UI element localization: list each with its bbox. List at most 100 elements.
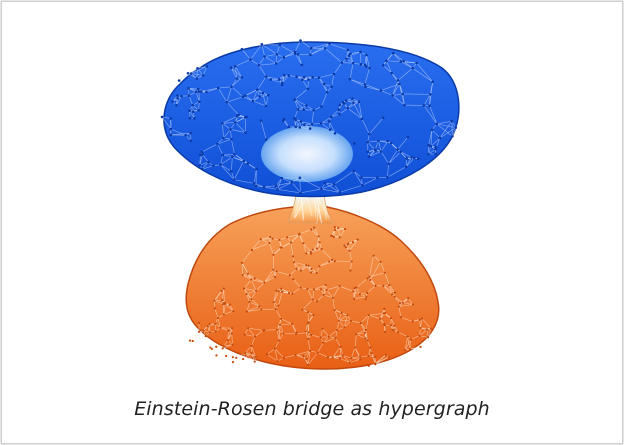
mesh-node bbox=[171, 100, 174, 103]
mesh-node bbox=[222, 302, 225, 306]
mesh-edge bbox=[223, 288, 225, 303]
mesh-node bbox=[308, 349, 312, 353]
mesh-edge bbox=[195, 91, 200, 102]
mesh-node bbox=[324, 283, 327, 287]
mesh-node bbox=[213, 299, 216, 302]
mesh-edge bbox=[227, 333, 233, 341]
mesh-node bbox=[294, 354, 297, 357]
top-sheet-nodes bbox=[160, 39, 458, 195]
mesh-edge bbox=[316, 266, 320, 274]
mesh-node bbox=[243, 287, 246, 290]
mesh-node bbox=[399, 316, 403, 319]
mesh-edge bbox=[279, 44, 296, 54]
mesh-node bbox=[225, 100, 229, 104]
mesh-edge bbox=[350, 53, 354, 64]
mesh-node bbox=[338, 191, 341, 194]
mesh-node bbox=[401, 92, 405, 96]
mesh-edge bbox=[419, 329, 428, 336]
mesh-edge bbox=[336, 320, 340, 331]
mesh-node bbox=[287, 74, 290, 77]
mesh-edge bbox=[367, 278, 376, 286]
mesh-edge bbox=[397, 149, 407, 159]
mesh-node bbox=[376, 176, 379, 180]
mesh-edge bbox=[222, 348, 227, 357]
mesh-edge bbox=[261, 43, 280, 46]
mesh-node bbox=[294, 125, 298, 129]
mesh-node bbox=[310, 267, 313, 271]
mesh-edge bbox=[244, 352, 255, 362]
mesh-node bbox=[176, 97, 179, 100]
mesh-node bbox=[331, 356, 334, 359]
mesh-edge bbox=[281, 75, 289, 84]
mesh-edge bbox=[217, 137, 224, 145]
mesh-edge bbox=[294, 109, 299, 119]
mesh-node bbox=[295, 75, 298, 79]
mesh-edge bbox=[346, 58, 354, 64]
mesh-edge bbox=[211, 348, 217, 356]
mesh-node bbox=[412, 156, 416, 160]
mesh-edge bbox=[306, 105, 314, 111]
mesh-edge bbox=[368, 347, 371, 357]
mesh-edge bbox=[335, 330, 338, 338]
mesh-edge bbox=[300, 40, 312, 49]
mesh-edge bbox=[241, 262, 244, 275]
mesh-node bbox=[251, 99, 255, 103]
mesh-node bbox=[231, 155, 234, 159]
mesh-node bbox=[377, 139, 380, 143]
mesh-edge bbox=[222, 153, 235, 156]
mesh-edge bbox=[331, 113, 340, 118]
mesh-edge bbox=[307, 288, 314, 300]
mesh-edge bbox=[405, 157, 415, 167]
mesh-edge bbox=[346, 49, 349, 59]
mesh-node bbox=[281, 290, 284, 293]
mesh-node bbox=[228, 303, 231, 306]
mesh-edge bbox=[276, 329, 284, 334]
mesh-node bbox=[386, 175, 389, 179]
mesh-node bbox=[346, 48, 350, 52]
mesh-node bbox=[312, 288, 316, 291]
mesh-node bbox=[269, 78, 273, 81]
mesh-node bbox=[278, 339, 281, 342]
mesh-node bbox=[328, 260, 331, 263]
mesh-edge bbox=[201, 143, 218, 153]
mesh-node bbox=[365, 53, 368, 57]
mesh-edge bbox=[302, 76, 313, 81]
mesh-node bbox=[367, 364, 370, 367]
mesh-node bbox=[397, 305, 400, 308]
mesh-node bbox=[235, 77, 239, 80]
mesh-node bbox=[338, 285, 341, 288]
mesh-edge bbox=[277, 189, 301, 194]
mesh-node bbox=[254, 289, 258, 292]
mesh-edge bbox=[392, 95, 405, 106]
mesh-node bbox=[353, 287, 356, 290]
mesh-node bbox=[387, 162, 390, 165]
mesh-node bbox=[297, 233, 301, 236]
mesh-edge bbox=[272, 238, 280, 241]
mesh-edge bbox=[313, 227, 319, 237]
mesh-edge bbox=[339, 358, 350, 364]
mesh-edge bbox=[377, 176, 388, 179]
mesh-edge bbox=[404, 336, 408, 351]
mesh-node bbox=[214, 330, 217, 333]
mesh-edge bbox=[326, 285, 340, 291]
mesh-node bbox=[345, 57, 348, 61]
mesh-edge bbox=[368, 363, 376, 367]
mesh-edge bbox=[344, 320, 352, 328]
mesh-node bbox=[215, 354, 218, 357]
mesh-edge bbox=[217, 314, 224, 319]
mesh-node bbox=[273, 275, 277, 279]
mesh-edge bbox=[214, 300, 224, 305]
mesh-edge bbox=[431, 129, 441, 139]
mesh-node bbox=[221, 153, 225, 157]
mesh-edge bbox=[307, 350, 311, 365]
mesh-edge bbox=[190, 68, 198, 74]
mesh-node bbox=[337, 319, 340, 322]
mesh-edge bbox=[368, 313, 384, 316]
mesh-edge bbox=[367, 340, 371, 348]
mesh-node bbox=[316, 351, 319, 354]
mesh-edge bbox=[419, 335, 429, 338]
mesh-node bbox=[320, 105, 323, 108]
mesh-node bbox=[253, 277, 256, 280]
mesh-edge bbox=[351, 356, 361, 359]
